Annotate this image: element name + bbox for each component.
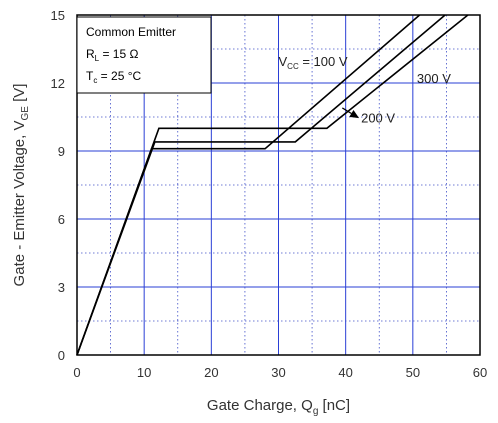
y-tick-label: 15	[51, 8, 65, 23]
y-tick-label: 6	[58, 212, 65, 227]
series-lines	[76, 14, 469, 356]
plot-frame	[76, 14, 481, 356]
annotation-arrow	[341, 107, 352, 114]
x-tick-label: 50	[406, 365, 420, 380]
annotation-vcc-100v: VCC = 100 V	[279, 54, 348, 71]
x-tick-label: 20	[204, 365, 218, 380]
x-axis-label: Gate Charge, Qg [nC]	[207, 397, 350, 417]
y-tick-label: 0	[58, 348, 65, 363]
y-axis-label: Gate - Emitter Voltage, VGE [V]	[11, 84, 31, 287]
annotation-arrowhead	[349, 110, 360, 119]
y-tick-label: 3	[58, 280, 65, 295]
x-tick-label: 10	[137, 365, 151, 380]
y-tick-label: 9	[58, 144, 65, 159]
x-tick-label: 60	[473, 365, 487, 380]
x-tick-label: 40	[338, 365, 352, 380]
series-line-300v	[76, 14, 469, 356]
legend-line-2: RL = 15 Ω	[86, 47, 138, 63]
legend-line-3: Tc = 25 °C	[86, 69, 142, 85]
annotation-300v: 300 V	[417, 71, 451, 86]
x-tick-label: 0	[73, 365, 80, 380]
annotation-200v: 200 V	[361, 111, 395, 126]
legend-line-1: Common Emitter	[86, 25, 176, 39]
x-tick-label: 30	[271, 365, 285, 380]
legend-box: Common Emitter RL = 15 Ω Tc = 25 °C	[76, 16, 212, 94]
legend-frame	[76, 16, 212, 94]
tick-labels: 0 10 20 30 40 50 60 0 3 6 9 12 15	[51, 8, 488, 380]
y-tick-label: 12	[51, 76, 65, 91]
annotations: VCC = 100 V 300 V 200 V	[279, 54, 452, 126]
